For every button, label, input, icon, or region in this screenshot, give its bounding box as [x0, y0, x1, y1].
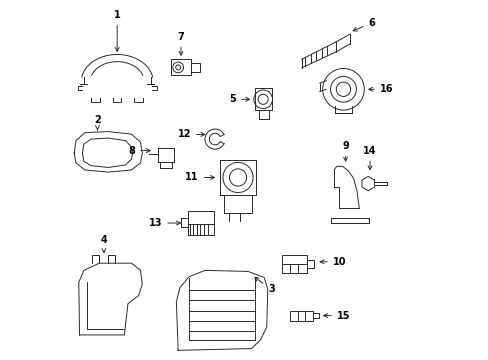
Text: 15: 15 [323, 311, 349, 320]
Text: 8: 8 [128, 145, 150, 156]
Text: 2: 2 [94, 115, 101, 130]
Text: 16: 16 [368, 84, 392, 94]
Text: 5: 5 [229, 94, 249, 104]
Text: 3: 3 [254, 277, 274, 294]
Text: 14: 14 [363, 145, 376, 170]
Text: 10: 10 [320, 257, 346, 267]
Text: 12: 12 [177, 130, 204, 139]
Text: 13: 13 [148, 218, 180, 228]
Text: 6: 6 [352, 18, 374, 31]
Text: 1: 1 [114, 10, 121, 51]
Text: 11: 11 [185, 172, 214, 183]
Bar [171, 59, 190, 75]
Text: 7: 7 [177, 32, 184, 55]
Text: 9: 9 [342, 141, 348, 161]
Text: 4: 4 [101, 235, 107, 252]
